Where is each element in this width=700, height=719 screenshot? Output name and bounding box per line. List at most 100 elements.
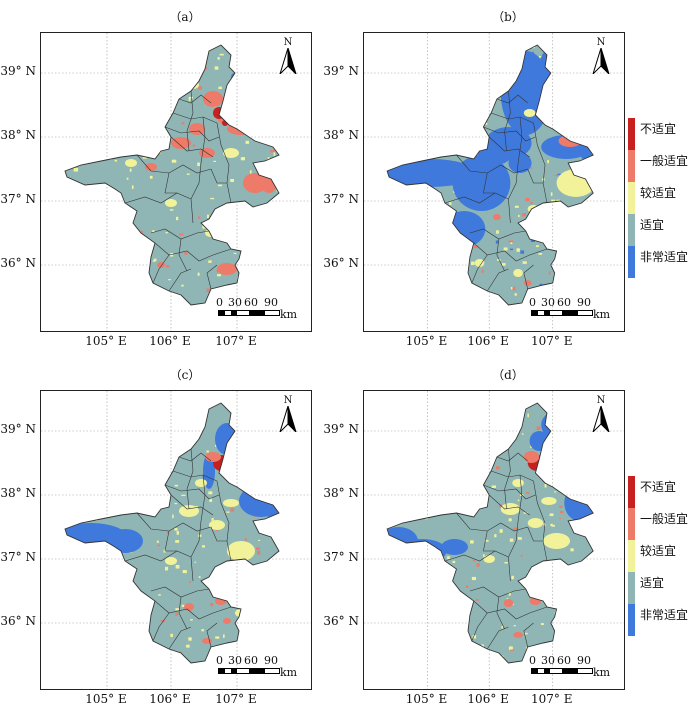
speckle [257,55,261,59]
speckle [190,619,193,621]
map-svg-a [41,33,311,331]
speckle [152,260,156,262]
county-boundary [172,112,218,124]
speckle [150,488,155,492]
speckle [594,646,597,648]
speckle [559,517,561,520]
suitability-patch [561,634,572,640]
speckle [481,269,484,273]
suitability-patch [125,159,137,167]
speckle [530,202,533,204]
speckle [278,504,279,508]
speckle [577,247,580,250]
speckle [239,591,242,595]
speckle [517,499,520,502]
speckle [272,121,277,125]
county-boundary [444,192,509,204]
speckle [258,539,261,542]
speckle [138,502,141,506]
speckle [522,213,527,217]
speckle [404,578,409,580]
legend-swatch [628,508,635,540]
county-boundary [527,526,544,542]
speckle [419,451,422,455]
speckle [457,454,462,457]
speckle [588,202,592,205]
scale-bar: 0 30 60 90 km [529,654,611,679]
lon-label: 105° E [405,692,448,706]
speckle [580,411,584,413]
speckle [68,64,71,68]
suitability-patch [229,473,241,481]
speckle [78,656,83,660]
scale-tick-label: 60 [244,654,258,667]
suitability-patch [165,199,177,207]
suitability-patch [165,557,177,565]
north-label: N [596,395,606,406]
speckle [83,245,86,249]
suitability-patch [243,173,267,193]
speckle [396,664,399,666]
speckle [153,645,157,647]
speckle [76,211,79,214]
speckle [424,599,429,603]
speckle [140,500,143,504]
speckle [419,510,423,512]
province-outline [64,44,280,306]
speckle [522,261,527,264]
speckle [170,252,174,257]
speckle [137,54,140,59]
speckle [198,86,202,90]
suitability-patch [223,618,231,624]
speckle [239,407,245,409]
suitability-patch [529,597,542,605]
speckle [198,216,201,219]
province-outline [386,402,594,664]
speckle [91,290,94,293]
speckle [449,468,452,472]
county-boundary [471,254,488,284]
speckle [84,300,88,305]
speckle [450,460,454,463]
speckle [525,197,530,202]
speckle [93,204,98,207]
speckle [67,511,71,513]
suitability-patch [202,638,212,644]
speckle [558,590,563,593]
lat-label: 37° N [323,550,359,564]
speckle [198,534,202,537]
suitability-patch [141,505,153,513]
lat-label: 36° N [0,256,36,270]
speckle [524,632,528,635]
speckle [102,236,107,238]
speckle [421,149,425,152]
speckle [197,162,200,167]
map-frame-b [363,32,625,332]
speckle [453,501,456,504]
speckle [120,491,125,496]
speckle [143,241,147,244]
speckle [485,539,489,542]
speckle [107,595,113,598]
speckle [124,488,127,490]
speckle [176,531,179,535]
speckle [147,639,151,641]
county-boundary [491,470,534,482]
speckle [440,643,444,648]
speckle [495,466,500,470]
county-boundary [170,494,214,516]
speckle [514,62,518,65]
suitability-patch [227,123,255,135]
speckle [165,566,169,571]
speckle [102,441,106,445]
legend-label: 非常适宜 [640,250,689,264]
speckle [231,586,234,589]
suitability-patch [227,541,255,561]
speckle [166,531,170,534]
speckle [251,437,254,441]
speckle [398,231,401,233]
county-boundary [456,154,528,174]
speckle [254,638,259,643]
speckle [414,221,419,225]
speckle [129,168,132,172]
